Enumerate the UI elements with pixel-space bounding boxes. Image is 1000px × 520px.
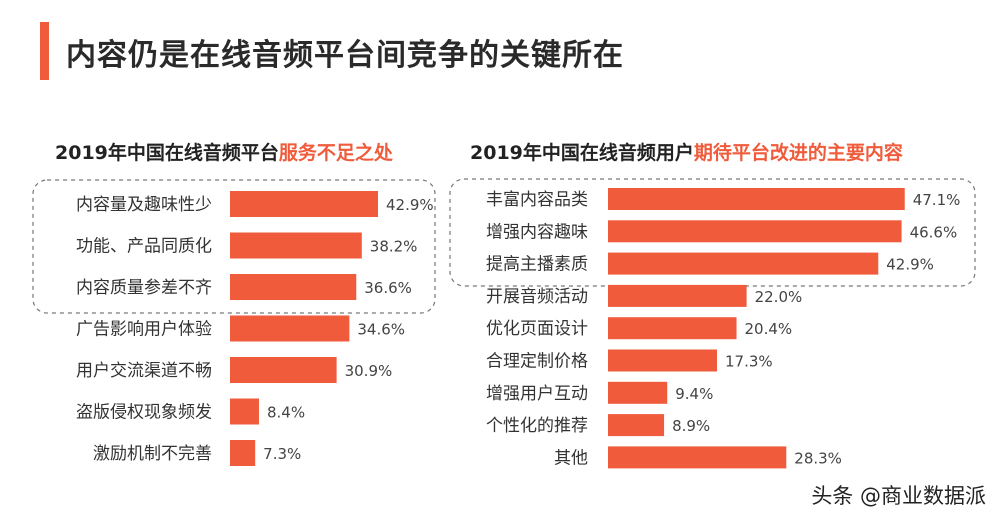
left-bar-5 [230, 357, 337, 383]
left-value-label-5: 30.9% [345, 362, 393, 380]
left-value-label-6: 8.4% [267, 404, 305, 422]
left-value-label-3: 36.6% [364, 279, 412, 297]
page-title: 内容仍是在线音频平台间竞争的关键所在 [66, 38, 624, 73]
left-value-label-4: 34.6% [357, 321, 405, 339]
right-bar-6 [608, 349, 717, 372]
right-value-label-7: 9.4% [675, 385, 713, 403]
right-bar-5 [608, 317, 737, 340]
right-highlight-box [449, 178, 976, 287]
right-chart-title-highlight: 期待平台改进的主要内容 [693, 142, 903, 164]
right-value-label-1: 47.1% [913, 191, 961, 209]
right-category-label-6: 合理定制价格 [486, 352, 588, 372]
left-category-label-3: 内容质量参差不齐 [76, 278, 212, 298]
right-bar-4 [608, 284, 747, 307]
right-category-label-1: 丰富内容品类 [486, 190, 588, 210]
right-bar-3 [608, 252, 879, 275]
right-value-label-5: 20.4% [745, 320, 793, 338]
right-bar-2 [608, 220, 902, 243]
right-bar-8 [608, 414, 665, 437]
left-category-label-4: 广告影响用户体验 [76, 320, 212, 340]
right-bar-9 [608, 446, 787, 469]
watermark: 头条 @商业数据派 [811, 484, 986, 508]
right-value-label-4: 22.0% [755, 288, 803, 306]
right-value-label-2: 46.6% [910, 223, 958, 241]
title-accent-bar [40, 22, 49, 80]
left-bar-3 [230, 274, 357, 300]
right-value-label-9: 28.3% [794, 449, 842, 467]
left-category-label-5: 用户交流渠道不畅 [76, 361, 212, 381]
right-category-label-9: 其他 [554, 448, 588, 468]
right-bar-1 [608, 188, 905, 210]
right-category-label-8: 个性化的推荐 [486, 416, 588, 436]
right-chart-title-prefix: 2019年中国在线音频用户 [470, 142, 694, 164]
left-bar-1 [230, 191, 379, 217]
right-category-label-4: 开展音频活动 [486, 287, 588, 307]
right-value-label-3: 42.9% [886, 256, 934, 274]
left-bar-6 [230, 398, 259, 425]
right-category-label-2: 增强内容趣味 [486, 222, 588, 242]
left-bar-4 [230, 315, 350, 342]
right-value-label-8: 8.9% [672, 417, 710, 435]
left-value-label-7: 7.3% [263, 445, 301, 463]
left-category-label-1: 内容量及趣味性少 [76, 195, 212, 215]
left-category-label-6: 盗版侵权现象频发 [76, 403, 212, 423]
right-category-label-5: 优化页面设计 [486, 319, 588, 339]
left-chart-title-prefix: 2019年中国在线音频平台 [55, 142, 279, 164]
left-bar-2 [230, 232, 362, 259]
left-value-label-2: 38.2% [370, 238, 418, 256]
left-category-label-7: 激励机制不完善 [93, 444, 212, 464]
right-category-label-3: 提高主播素质 [486, 255, 588, 275]
left-highlight-box [32, 179, 436, 314]
right-category-label-7: 增强用户互动 [486, 384, 588, 404]
right-value-label-6: 17.3% [725, 353, 773, 371]
left-chart-title: 2019年中国在线音频平台服务不足之处 [55, 138, 393, 165]
left-chart-title-highlight: 服务不足之处 [278, 142, 393, 164]
right-chart-title: 2019年中国在线音频用户期待平台改进的主要内容 [470, 138, 903, 165]
left-value-label-1: 42.9% [386, 196, 434, 214]
left-bar-7 [230, 440, 256, 466]
left-category-label-2: 功能、产品同质化 [76, 237, 212, 257]
right-bar-7 [608, 381, 668, 404]
